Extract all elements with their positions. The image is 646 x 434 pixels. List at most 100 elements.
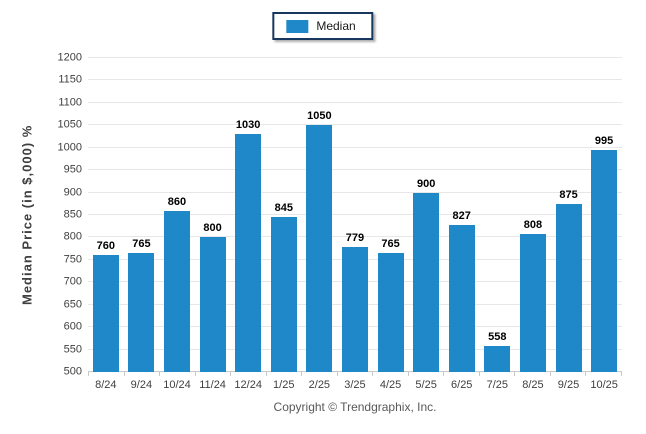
legend-label: Median xyxy=(316,19,356,33)
x-axis-tick xyxy=(586,372,622,376)
bar-value-label: 845 xyxy=(274,202,293,215)
gridline xyxy=(88,57,622,58)
y-tick-label: 500 xyxy=(63,365,82,378)
x-tick-label: 2/25 xyxy=(308,379,331,391)
bar-slot: 827 xyxy=(444,58,480,372)
x-tick-label: 6/25 xyxy=(451,379,473,391)
x-axis-tick xyxy=(302,372,338,376)
x-tick-label: 4/25 xyxy=(379,379,402,391)
bar-slot: 808 xyxy=(515,58,551,372)
x-tick-label: 9/24 xyxy=(130,379,153,391)
bar xyxy=(591,149,618,372)
x-axis-tick xyxy=(338,372,374,376)
copyright-text: Copyright © Trendgraphix, Inc. xyxy=(273,400,437,414)
x-tick-label: 11/24 xyxy=(199,379,226,391)
x-axis-labels: 8/24 9/24 10/24 11/24 12/24 1/25 2/25 3/25 4/25 5… xyxy=(88,379,622,391)
bar xyxy=(555,203,582,372)
bar-value-label: 779 xyxy=(345,231,365,244)
gridline xyxy=(88,124,622,126)
bar-value-label: 800 xyxy=(203,222,222,235)
bars: 760 765 860 800 1030 845 1050 779 765 900 827 558 80… xyxy=(88,58,622,372)
plot-area: 760 765 860 800 1030 845 1050 779 765 900 827 558 80… xyxy=(88,57,622,372)
y-axis: 500 550 600 650 700 750 800 850 900 950 1000 1050 11… xyxy=(0,52,82,377)
x-axis-tick xyxy=(515,372,551,376)
gridline xyxy=(88,101,622,103)
x-axis-tick xyxy=(196,372,232,376)
gridline xyxy=(88,146,622,148)
gridline xyxy=(88,79,622,81)
y-tick-label: 700 xyxy=(63,275,82,288)
x-axis-tick-row xyxy=(88,372,622,376)
bar-slot: 995 xyxy=(586,58,622,372)
x-tick-label: 7/25 xyxy=(486,379,509,391)
bar-slot: 779 xyxy=(337,58,373,372)
x-tick-label: 9/25 xyxy=(557,379,580,391)
bar-slot: 900 xyxy=(408,58,444,372)
bar xyxy=(235,134,262,372)
bar xyxy=(270,217,297,372)
y-tick-label: 650 xyxy=(63,298,82,311)
bar xyxy=(163,210,190,372)
bar-slot: 860 xyxy=(159,58,195,372)
x-tick-label: 1/25 xyxy=(273,379,295,391)
bar xyxy=(484,345,511,372)
x-tick-label: 3/25 xyxy=(344,379,366,391)
bar-slot: 1030 xyxy=(230,58,266,372)
bar xyxy=(413,192,440,372)
bar-value-label: 558 xyxy=(488,330,507,343)
gridline xyxy=(88,169,622,171)
bar-value-label: 995 xyxy=(594,134,614,147)
x-axis-tick xyxy=(231,372,267,376)
bar-slot: 1050 xyxy=(302,58,338,372)
x-tick-label: 8/24 xyxy=(95,379,117,391)
x-axis-tick xyxy=(551,372,587,376)
x-axis-tick xyxy=(267,372,303,376)
bar xyxy=(306,125,333,372)
gridline xyxy=(88,214,622,215)
y-tick-label: 1050 xyxy=(57,118,82,131)
bar-slot: 765 xyxy=(124,58,160,372)
bar-slot: 760 xyxy=(88,58,124,372)
legend-swatch-icon xyxy=(286,19,309,33)
bar-value-label: 765 xyxy=(381,238,400,251)
bar-slot: 800 xyxy=(195,58,231,372)
legend: Median xyxy=(272,12,374,40)
x-axis-tick xyxy=(409,372,445,376)
bar-value-label: 1030 xyxy=(235,119,261,132)
x-tick-label: 10/24 xyxy=(163,379,191,391)
y-tick-label: 950 xyxy=(63,163,82,176)
bar-value-label: 860 xyxy=(167,195,187,208)
bar-slot: 558 xyxy=(480,58,516,372)
x-axis-tick xyxy=(373,372,409,376)
y-tick-label: 1200 xyxy=(57,51,82,64)
bar xyxy=(519,233,546,372)
bar-slot: 875 xyxy=(551,58,587,372)
bar xyxy=(128,253,155,372)
bar-value-label: 900 xyxy=(416,177,436,190)
y-tick-label: 800 xyxy=(63,230,82,243)
x-tick-label: 10/25 xyxy=(590,379,618,391)
bar xyxy=(377,253,404,372)
y-tick-label: 600 xyxy=(63,320,82,333)
x-axis-tick xyxy=(125,372,161,376)
bar-slot: 845 xyxy=(266,58,302,372)
x-axis-tick xyxy=(444,372,480,376)
x-tick-label: 5/25 xyxy=(415,379,437,391)
bar-value-label: 827 xyxy=(452,210,471,223)
bar xyxy=(341,246,368,372)
bar xyxy=(92,255,119,372)
bar-value-label: 1050 xyxy=(307,110,332,123)
x-axis-tick xyxy=(160,372,196,376)
bar xyxy=(199,237,226,372)
y-tick-label: 550 xyxy=(63,343,82,356)
bar-value-label: 760 xyxy=(96,240,115,253)
bar-value-label: 808 xyxy=(523,218,543,231)
x-axis-tick xyxy=(480,372,516,376)
bar xyxy=(448,225,475,372)
x-axis-tick xyxy=(89,372,125,376)
x-tick-label: 12/24 xyxy=(234,379,262,391)
gridline xyxy=(88,236,622,238)
bar-slot: 765 xyxy=(373,58,409,372)
y-tick-label: 1150 xyxy=(58,73,82,86)
